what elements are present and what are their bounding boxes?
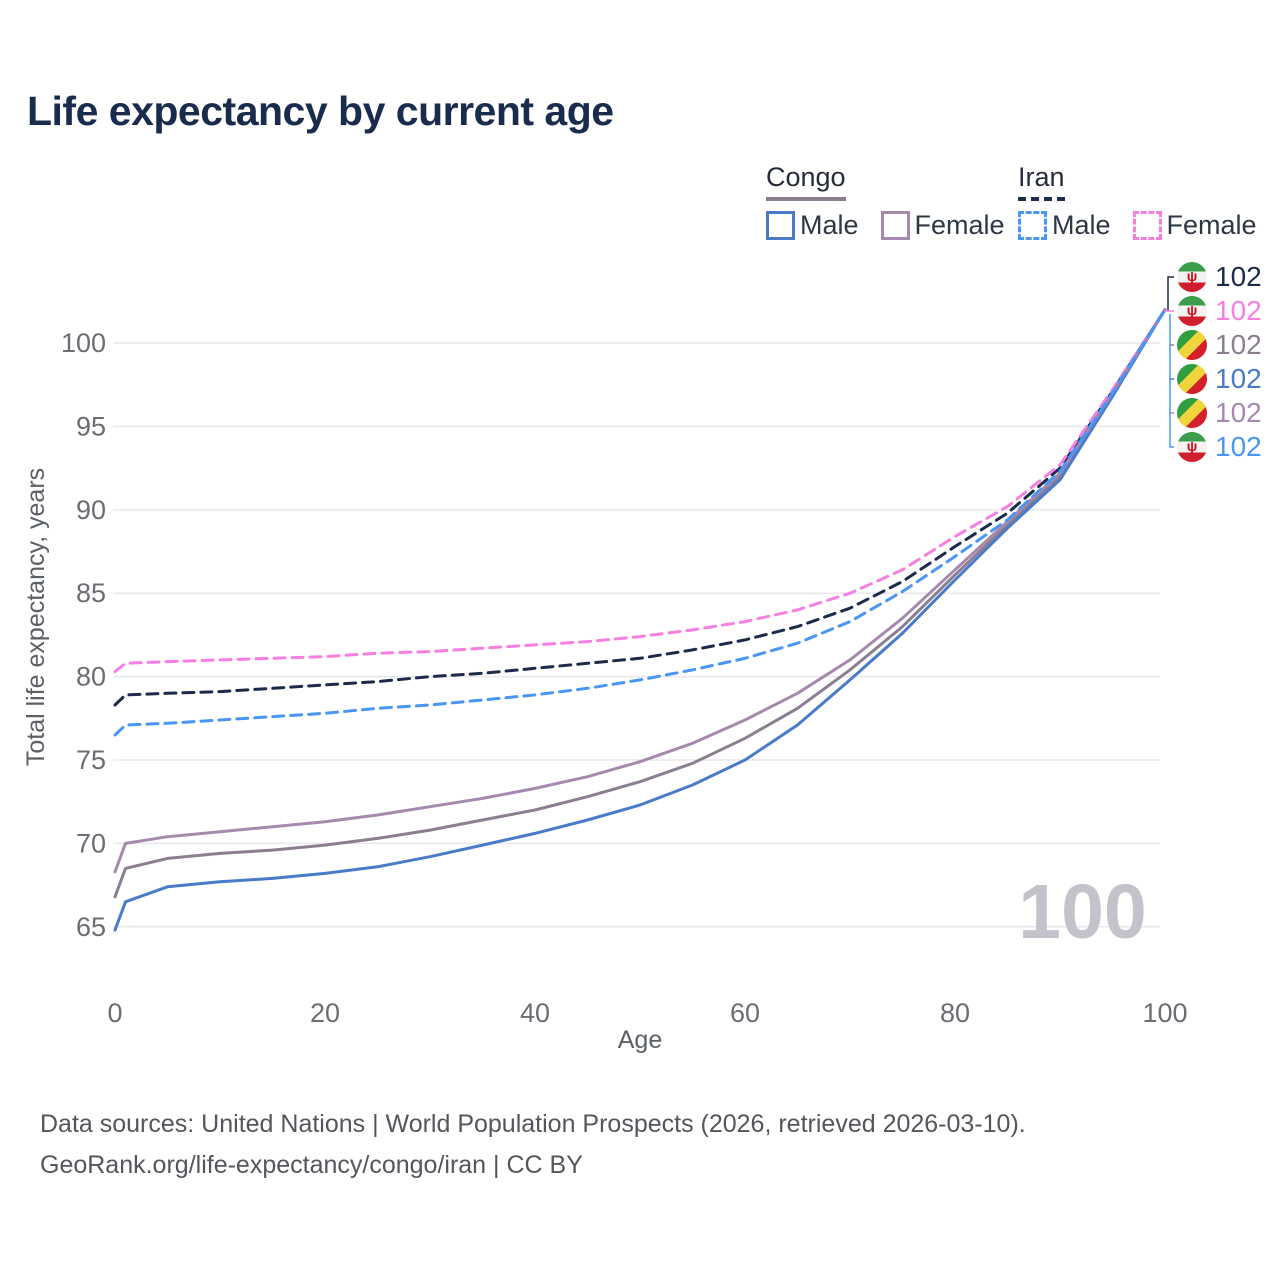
legend-checkbox-icon[interactable] [1132, 211, 1162, 240]
legend-item-label: Female [1166, 210, 1257, 240]
svg-text:Age: Age [618, 1026, 662, 1054]
svg-text:Total life expectancy, years: Total life expectancy, years [22, 468, 50, 766]
svg-text:20: 20 [310, 998, 340, 1028]
congo-flag-icon [1177, 364, 1207, 394]
end-value-label: 102 [1215, 363, 1262, 394]
svg-text:100: 100 [61, 328, 106, 358]
legend-country-congo: Congo [766, 162, 846, 201]
legend-checkbox-icon[interactable] [880, 211, 910, 240]
footer-source-line: Data sources: United Nations | World Pop… [40, 1110, 1026, 1138]
congo-flag-icon [1177, 398, 1207, 428]
iran-flag-icon: ψ [1177, 262, 1207, 292]
end-label-row: ψ 102 [1177, 261, 1262, 293]
end-value-label: 102 [1215, 397, 1262, 428]
iran-flag-icon: ψ [1177, 296, 1207, 326]
svg-text:90: 90 [76, 495, 106, 525]
svg-text:65: 65 [76, 912, 106, 942]
end-value-label: 102 [1215, 261, 1262, 292]
end-label-row: 102 [1177, 397, 1262, 429]
legend-item-label: Male [800, 210, 859, 240]
end-label-row: 102 [1177, 363, 1262, 395]
svg-text:75: 75 [76, 745, 106, 775]
svg-text:95: 95 [76, 411, 106, 441]
legend-item-congo-male[interactable]: Male [766, 210, 859, 241]
iran-emblem-icon: ψ [1186, 268, 1198, 284]
end-value-label: 102 [1215, 431, 1262, 462]
legend-country-iran: Iran [1018, 162, 1065, 201]
svg-text:85: 85 [76, 578, 106, 608]
iran-emblem-icon: ψ [1186, 438, 1198, 454]
age-counter-watermark: 100 [1018, 869, 1147, 955]
svg-text:80: 80 [76, 662, 106, 692]
end-value-label: 102 [1215, 295, 1262, 326]
svg-text:80: 80 [940, 998, 970, 1028]
iran-emblem-icon: ψ [1186, 302, 1198, 318]
end-value-label: 102 [1215, 329, 1262, 360]
end-label-row: ψ 102 [1177, 431, 1262, 463]
svg-text:100: 100 [1142, 998, 1187, 1028]
legend-item-iran-female[interactable]: Female [1132, 210, 1257, 241]
svg-text:0: 0 [107, 998, 122, 1028]
svg-text:70: 70 [76, 828, 106, 858]
end-label-row: ψ 102 [1177, 295, 1262, 327]
legend-item-iran-male[interactable]: Male [1018, 210, 1111, 241]
svg-text:60: 60 [730, 998, 760, 1028]
page-title: Life expectancy by current age [27, 88, 614, 134]
legend-item-congo-female[interactable]: Female [880, 210, 1005, 241]
legend-checkbox-icon[interactable] [1018, 211, 1047, 240]
svg-text:40: 40 [520, 998, 550, 1028]
legend-item-label: Female [914, 210, 1005, 240]
legend-group-congo: Congo Male Female [766, 162, 1027, 241]
congo-flag-icon [1177, 330, 1207, 360]
legend-checkbox-icon[interactable] [766, 211, 795, 240]
footer: Data sources: United Nations | World Pop… [40, 1104, 1026, 1186]
legend-group-iran: Iran Male Female [1018, 162, 1279, 241]
iran-flag-icon: ψ [1177, 432, 1207, 462]
legend-item-label: Male [1052, 210, 1111, 240]
end-label-row: 102 [1177, 329, 1262, 361]
footer-url-line: GeoRank.org/life-expectancy/congo/iran |… [40, 1151, 583, 1179]
